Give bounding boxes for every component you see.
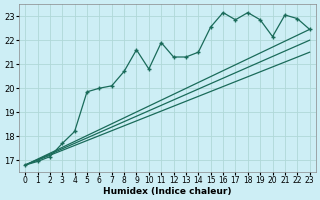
X-axis label: Humidex (Indice chaleur): Humidex (Indice chaleur) (103, 187, 232, 196)
